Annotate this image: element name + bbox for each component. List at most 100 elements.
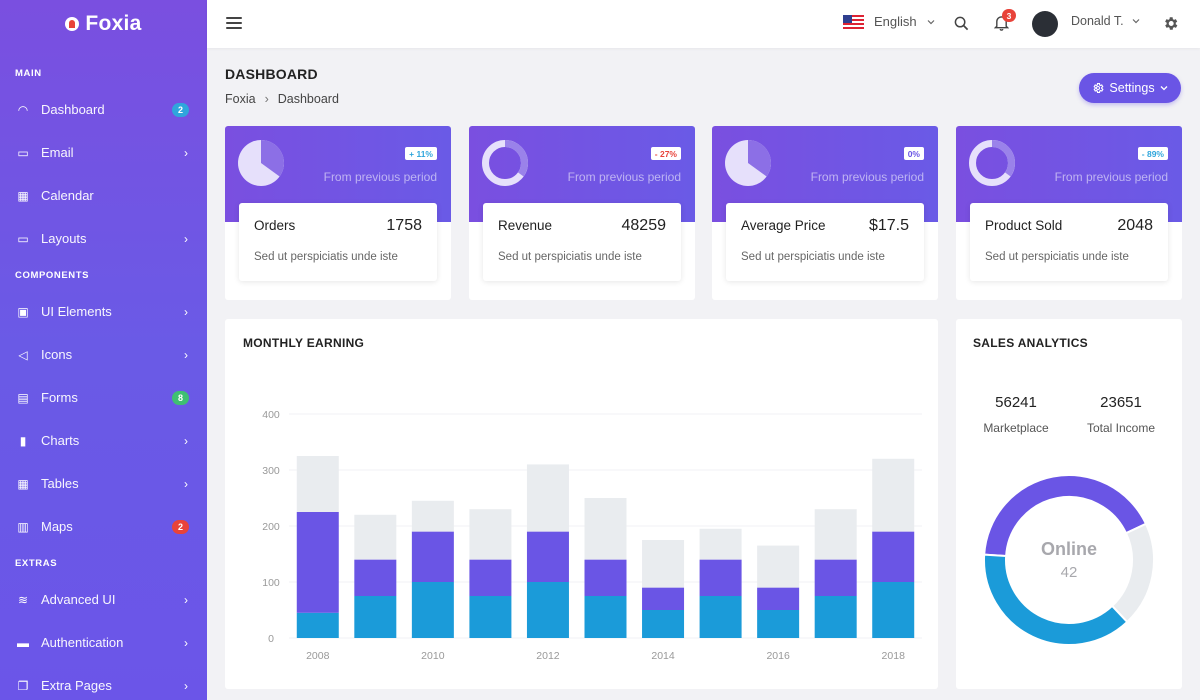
monthly-earning-panel: MONTHLY EARNING 0 100 200 300 400 2008 2010 201… — [225, 319, 938, 689]
sidebar-item-advanced-ui[interactable]: ≋ Advanced UI › — [0, 578, 207, 621]
bar-segment — [699, 528, 742, 560]
bar-segment — [814, 596, 857, 638]
monthly-earning-chart: 0 100 200 300 400 2008 2010 2012 2014 2016 2018 — [262, 409, 922, 662]
bar-segment — [526, 531, 569, 582]
chevron-right-icon: › — [184, 476, 188, 491]
inbox-icon: ▭ — [17, 145, 29, 160]
bar-segment — [411, 531, 454, 582]
bar-segment — [411, 500, 454, 532]
donut-mini-chart-icon — [482, 140, 528, 186]
sidebar-item-tables[interactable]: ▦ Tables › — [0, 462, 207, 505]
avatar[interactable] — [1032, 11, 1058, 37]
sidebar-item-layouts[interactable]: ▭ Layouts › — [0, 217, 207, 260]
sidebar-badge: 2 — [172, 102, 189, 117]
sidebar-item-charts[interactable]: ▮ Charts › — [0, 419, 207, 462]
stat-value: 1758 — [386, 217, 422, 234]
bar-segment — [814, 559, 857, 596]
sidebar-item-label: Advanced UI — [41, 592, 116, 607]
sales-analytics-donut — [983, 474, 1155, 646]
briefcase-icon: ▣ — [17, 304, 29, 319]
chevron-right-icon: › — [184, 635, 188, 650]
us-flag-icon — [843, 14, 864, 29]
settings-button-label: Settings — [1109, 81, 1155, 95]
chevron-down-icon — [927, 19, 935, 24]
brand[interactable]: Foxia — [0, 0, 207, 48]
breadcrumb-item-root[interactable]: Foxia — [225, 92, 256, 106]
chevron-right-icon: › — [184, 347, 188, 362]
bar-segment — [469, 509, 512, 560]
bar-segment — [354, 514, 397, 560]
settings-button[interactable]: Settings — [1079, 73, 1181, 103]
sidebar-item-icons[interactable]: ◁ Icons › — [0, 333, 207, 376]
bar-segment — [354, 559, 397, 596]
x-tick-label: 2018 — [882, 650, 906, 662]
stat-change-badge: - 89% — [1137, 147, 1168, 160]
stat-card-header: + 11% From previous period — [225, 126, 451, 222]
total-income-value: 23651 — [1100, 394, 1142, 411]
sidebar-item-label: Calendar — [41, 188, 94, 203]
user-menu[interactable]: Donald T. — [1071, 14, 1140, 28]
stat-card: - 89% From previous period Product Sold … — [956, 126, 1182, 300]
stat-card-body: Revenue 48259 Sed ut perspiciatis unde i… — [483, 203, 681, 281]
x-tick-label: 2012 — [536, 650, 560, 662]
y-tick-label: 200 — [262, 521, 280, 533]
bar-chart-icon: ▮ — [19, 433, 27, 448]
bar-segment — [872, 531, 915, 582]
sidebar-item-label: Tables — [41, 476, 79, 491]
sidebar-item-email[interactable]: ▭ Email › — [0, 131, 207, 174]
sidebar: Foxia MAIN ◠ Dashboard 2 ▭ Email › ▦ Calendar ▭ La… — [0, 0, 207, 700]
clipboard-icon: ▤ — [17, 390, 29, 405]
grid-icon: ▦ — [17, 476, 29, 491]
bar-segment — [584, 498, 627, 560]
sidebar-menu: MAIN ◠ Dashboard 2 ▭ Email › ▦ Calendar ▭ Layouts ›… — [0, 58, 207, 700]
stat-card: 0% From previous period Average Price $1… — [712, 126, 938, 300]
copy-icon: ❐ — [17, 678, 29, 693]
topbar: English 3 Donald T. — [207, 0, 1200, 48]
stat-value: $17.5 — [868, 217, 909, 234]
chevron-right-icon: › — [184, 433, 188, 448]
donut-center-label: Online — [1040, 539, 1097, 559]
x-tick-label: 2008 — [306, 650, 330, 662]
bar-segment — [411, 582, 454, 638]
sidebar-item-extra-pages[interactable]: ❐ Extra Pages › — [0, 664, 207, 700]
bar-segment — [642, 540, 685, 588]
bar-segment — [296, 456, 339, 512]
sidebar-item-forms[interactable]: ▤ Forms 8 — [0, 376, 207, 419]
stat-name: Revenue — [498, 218, 553, 233]
notifications-button[interactable]: 3 — [991, 9, 1016, 33]
bar-segment — [872, 582, 915, 638]
stat-card: - 27% From previous period Revenue 48259… — [469, 126, 695, 300]
monthly-earning-title: MONTHLY EARNING — [243, 336, 365, 350]
chevron-down-icon — [1160, 86, 1168, 91]
sidebar-item-dashboard[interactable]: ◠ Dashboard 2 — [0, 88, 207, 131]
sidebar-item-maps[interactable]: ▥ Maps 2 — [0, 505, 207, 548]
bar-segment — [354, 596, 397, 638]
bar-segment — [757, 545, 800, 588]
language-selector[interactable]: English — [843, 14, 935, 29]
monitor-icon: ▭ — [17, 231, 29, 246]
settings-gear-icon[interactable] — [1160, 13, 1180, 33]
sidebar-item-calendar[interactable]: ▦ Calendar — [0, 174, 207, 217]
stat-change-badge: - 27% — [650, 147, 681, 160]
bar-segment — [872, 458, 915, 532]
stat-value: 2048 — [1117, 217, 1153, 234]
sidebar-item-ui-elements[interactable]: ▣ UI Elements › — [0, 290, 207, 333]
sidebar-item-label: Layouts — [41, 231, 87, 246]
bar-segment — [757, 610, 800, 638]
menu-toggle-icon[interactable] — [226, 17, 242, 29]
bar-segment — [642, 587, 685, 610]
y-tick-label: 300 — [262, 465, 280, 477]
calendar-icon: ▦ — [17, 188, 29, 203]
sidebar-item-label: Extra Pages — [41, 678, 112, 693]
bar-segment — [469, 596, 512, 638]
pie-mini-chart-icon — [725, 140, 771, 186]
stat-card-body: Product Sold 2048 Sed ut perspiciatis un… — [970, 203, 1168, 281]
map-icon: ▥ — [17, 519, 29, 534]
search-icon[interactable] — [951, 13, 971, 33]
bar-segment — [757, 587, 800, 610]
sidebar-item-authentication[interactable]: ▬ Authentication › — [0, 621, 207, 664]
stat-description: Sed ut perspiciatis unde iste — [498, 251, 642, 263]
sidebar-item-label: Authentication — [41, 635, 124, 650]
marketplace-value: 56241 — [995, 394, 1037, 411]
sidebar-item-label: Dashboard — [41, 102, 105, 117]
